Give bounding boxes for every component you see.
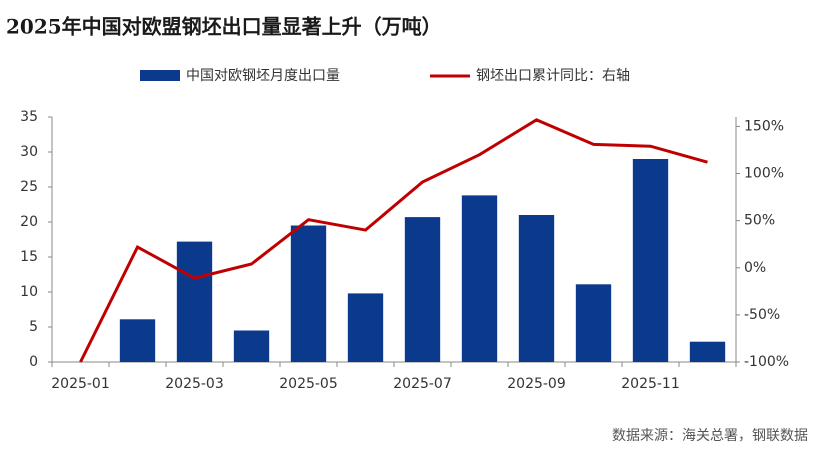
bar: [176, 241, 213, 362]
y-tick-label: 10: [20, 284, 38, 300]
bar: [461, 195, 498, 362]
x-tick-label: 2025-03: [165, 376, 224, 392]
y-tick-label: 35: [20, 109, 38, 125]
legend-label: 钢坯出口累计同比：右轴: [476, 68, 630, 84]
y-tick-label: 25: [20, 179, 38, 195]
bar: [290, 225, 327, 362]
legend-label: 中国对欧钢坯月度出口量: [186, 68, 340, 84]
y-tick-label: 15: [20, 249, 38, 265]
y-tick-label: 20: [20, 214, 38, 230]
source-note: 数据来源：海关总署，钢联数据: [612, 428, 808, 444]
bar: [404, 217, 441, 362]
bar: [689, 341, 726, 362]
x-tick-label: 2025-09: [507, 376, 566, 392]
y-tick-label: 5: [29, 319, 38, 335]
y-tick-label: 0: [29, 354, 38, 370]
y2-tick-label: 150%: [744, 118, 784, 134]
y2-tick-label: 100%: [744, 166, 784, 182]
bar: [119, 319, 156, 362]
x-tick-label: 2025-07: [393, 376, 452, 392]
legend-swatch: [140, 70, 180, 81]
y2-tick-label: 50%: [744, 213, 775, 229]
y2-tick-label: 0%: [744, 260, 766, 276]
y-tick-label: 30: [20, 144, 38, 160]
x-tick-label: 2025-05: [279, 376, 338, 392]
bar: [632, 159, 669, 362]
chart-title: 2025年中国对欧盟钢坯出口量显著上升（万吨）: [6, 15, 442, 39]
y2-tick-label: -100%: [744, 354, 789, 370]
x-tick-label: 2025-01: [51, 376, 110, 392]
line: [79, 118, 708, 363]
y2-tick-label: -50%: [744, 307, 780, 323]
bar: [347, 293, 384, 362]
x-tick-label: 2025-11: [621, 376, 680, 392]
bar: [518, 215, 555, 362]
bar: [575, 284, 612, 362]
bar: [233, 330, 270, 362]
